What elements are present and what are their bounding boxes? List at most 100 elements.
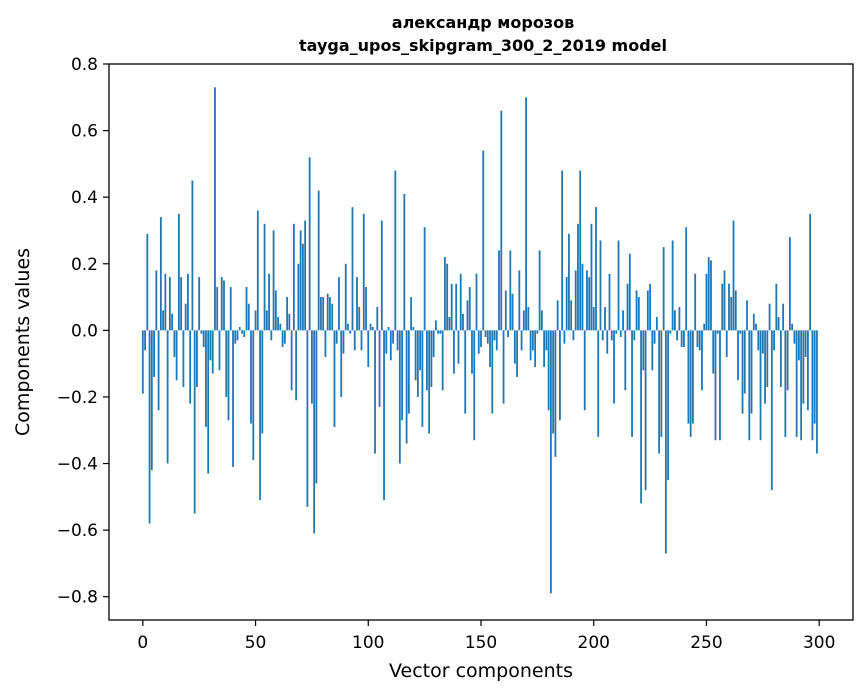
bar-295 xyxy=(807,330,809,411)
bar-83 xyxy=(329,297,331,331)
bar-211 xyxy=(617,240,620,331)
bar-101 xyxy=(369,323,372,331)
bar-218 xyxy=(633,330,636,341)
bar-261 xyxy=(730,297,733,331)
plot-area-frame xyxy=(108,63,854,621)
bar-169 xyxy=(522,310,525,331)
bar-226 xyxy=(651,330,654,371)
bar-284 xyxy=(782,303,785,331)
bar-147 xyxy=(473,330,476,441)
bar-172 xyxy=(529,330,532,361)
bar-162 xyxy=(507,330,509,338)
bar-128 xyxy=(430,330,433,387)
y-tick-label-7: −0.6 xyxy=(57,521,98,541)
bar-137 xyxy=(450,283,453,331)
bar-246 xyxy=(696,330,699,347)
bar-164 xyxy=(511,293,514,331)
bar-90 xyxy=(344,263,347,331)
bar-72 xyxy=(304,220,307,331)
bar-195 xyxy=(581,263,584,331)
bar-75 xyxy=(311,330,313,404)
bar-248 xyxy=(701,330,703,391)
bar-205 xyxy=(604,307,606,331)
chart-title-line-1: александр морозов xyxy=(392,13,574,32)
bar-108 xyxy=(385,330,388,354)
y-tick-label-2: 0.4 xyxy=(71,188,98,208)
bar-187 xyxy=(563,330,566,344)
bar-138 xyxy=(453,330,455,374)
bar-174 xyxy=(534,330,537,367)
bar-184 xyxy=(556,300,559,331)
bar-120 xyxy=(412,327,415,331)
bar-203 xyxy=(599,240,602,331)
bar-291 xyxy=(797,330,800,361)
bar-17 xyxy=(180,277,183,331)
bar-136 xyxy=(448,317,451,331)
bar-113 xyxy=(396,330,399,351)
bar-70 xyxy=(299,230,302,331)
bar-167 xyxy=(518,270,521,331)
bar-237 xyxy=(676,330,679,341)
bar-158 xyxy=(498,250,500,331)
bar-287 xyxy=(788,237,791,331)
bar-32 xyxy=(214,87,216,331)
bar-224 xyxy=(646,290,649,331)
bar-129 xyxy=(432,330,435,357)
bar-150 xyxy=(480,330,482,347)
bar-219 xyxy=(635,290,638,331)
bars-group xyxy=(141,87,818,594)
bar-40 xyxy=(232,330,234,467)
bar-3 xyxy=(148,330,151,524)
bar-270 xyxy=(750,330,753,414)
bar-10 xyxy=(164,273,167,331)
bar-118 xyxy=(407,330,410,414)
bar-2 xyxy=(146,233,149,331)
bar-232 xyxy=(664,330,667,554)
y-tick-label-3: 0.2 xyxy=(71,255,98,275)
bar-26 xyxy=(200,330,203,334)
bar-201 xyxy=(595,207,597,331)
bar-161 xyxy=(504,290,507,331)
bar-142 xyxy=(462,313,464,331)
bar-298 xyxy=(813,330,816,424)
bar-100 xyxy=(367,330,370,367)
bar-152 xyxy=(484,330,487,338)
bar-214 xyxy=(624,330,627,391)
bar-111 xyxy=(392,330,394,344)
bar-251 xyxy=(707,257,710,331)
bar-247 xyxy=(698,330,701,351)
bar-87 xyxy=(338,277,340,331)
bar-79 xyxy=(320,297,322,331)
bar-145 xyxy=(468,287,471,331)
bar-85 xyxy=(333,330,336,427)
bar-88 xyxy=(340,330,343,397)
bar-132 xyxy=(439,330,442,334)
bar-68 xyxy=(295,330,298,401)
bar-44 xyxy=(241,330,243,334)
bar-215 xyxy=(626,283,629,331)
bar-98 xyxy=(362,213,365,331)
bar-277 xyxy=(766,330,769,387)
bar-157 xyxy=(495,330,498,351)
bar-274 xyxy=(759,330,762,441)
bar-230 xyxy=(660,330,663,437)
bar-115 xyxy=(401,330,403,421)
bar-5 xyxy=(153,330,155,377)
bar-114 xyxy=(398,330,401,464)
bar-159 xyxy=(500,110,503,331)
bar-227 xyxy=(653,330,656,344)
bar-266 xyxy=(741,330,744,414)
x-tick-label-150: 150 xyxy=(465,633,497,653)
bar-186 xyxy=(561,170,564,331)
bar-46 xyxy=(245,287,248,331)
bar-141 xyxy=(459,273,462,331)
bar-244 xyxy=(692,330,694,424)
bar-206 xyxy=(606,330,609,354)
bar-60 xyxy=(277,317,279,331)
bar-63 xyxy=(283,330,286,344)
bar-74 xyxy=(308,157,311,331)
bar-296 xyxy=(809,213,812,331)
bar-146 xyxy=(471,330,473,374)
bar-264 xyxy=(737,330,739,381)
bar-197 xyxy=(586,270,588,331)
